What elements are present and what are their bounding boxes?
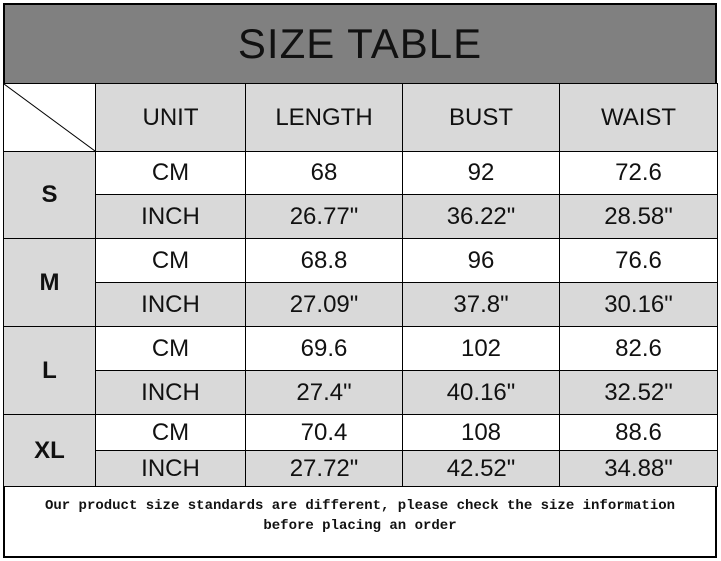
table-title: SIZE TABLE bbox=[3, 3, 717, 83]
size-label: S bbox=[3, 151, 96, 239]
header-bust: BUST bbox=[402, 83, 560, 152]
cell-unit: CM bbox=[95, 151, 246, 195]
cell-waist: 30.16" bbox=[559, 282, 718, 327]
cell-length: 26.77" bbox=[245, 194, 403, 239]
cell-waist: 72.6 bbox=[559, 151, 718, 195]
cell-length: 27.4" bbox=[245, 370, 403, 415]
cell-bust: 108 bbox=[402, 414, 560, 451]
cell-unit: CM bbox=[95, 238, 246, 283]
size-label: XL bbox=[3, 414, 96, 487]
cell-bust: 42.52" bbox=[402, 450, 560, 487]
header-waist: WAIST bbox=[559, 83, 718, 152]
cell-length: 68.8 bbox=[245, 238, 403, 283]
size-grid: UNIT LENGTH BUST WAIST S CM 68 92 72.6 INCH 26… bbox=[3, 83, 718, 487]
cell-bust: 92 bbox=[402, 151, 560, 195]
cell-waist: 34.88" bbox=[559, 450, 718, 487]
note-line-1: Our product size standards are different… bbox=[44, 498, 676, 514]
cell-unit: CM bbox=[95, 414, 246, 451]
cell-bust: 40.16" bbox=[402, 370, 560, 415]
size-note: Our product size standards are different… bbox=[3, 487, 717, 558]
cell-length: 27.72" bbox=[245, 450, 403, 487]
cell-waist: 28.58" bbox=[559, 194, 718, 239]
cell-length: 69.6 bbox=[245, 326, 403, 371]
cell-waist: 82.6 bbox=[559, 326, 718, 371]
header-row: UNIT LENGTH BUST WAIST bbox=[3, 83, 718, 152]
cell-length: 27.09" bbox=[245, 282, 403, 327]
diagonal-line bbox=[4, 84, 95, 151]
table-row: INCH 27.09" 37.8" 30.16" bbox=[4, 282, 718, 327]
cell-waist: 88.6 bbox=[559, 414, 718, 451]
size-label: L bbox=[3, 326, 96, 415]
size-table: SIZE TABLE UNIT LENGTH BUST WAIST S CM 68 9… bbox=[3, 3, 718, 558]
cell-waist: 32.52" bbox=[559, 370, 718, 415]
cell-bust: 96 bbox=[402, 238, 560, 283]
cell-unit: INCH bbox=[95, 194, 246, 239]
cell-unit: CM bbox=[95, 326, 246, 371]
cell-length: 70.4 bbox=[245, 414, 403, 451]
header-unit: UNIT bbox=[95, 83, 246, 152]
table-row: INCH 26.77" 36.22" 28.58" bbox=[4, 194, 718, 239]
cell-length: 68 bbox=[245, 151, 403, 195]
table-row: S CM 68 92 72.6 bbox=[3, 151, 718, 239]
table-row: M CM 68.8 96 76.6 bbox=[3, 238, 718, 327]
corner-cell bbox=[3, 83, 96, 152]
table-row: INCH 27.4" 40.16" 32.52" bbox=[4, 370, 718, 415]
cell-unit: INCH bbox=[95, 450, 246, 487]
cell-unit: INCH bbox=[95, 370, 246, 415]
cell-bust: 37.8" bbox=[402, 282, 560, 327]
note-line-2: before placing an order bbox=[263, 518, 457, 534]
table-row: L CM 69.6 102 82.6 bbox=[3, 326, 718, 415]
size-label: M bbox=[3, 238, 96, 327]
cell-unit: INCH bbox=[95, 282, 246, 327]
cell-bust: 102 bbox=[402, 326, 560, 371]
table-row: INCH 27.72" 42.52" 34.88" bbox=[4, 450, 718, 487]
cell-waist: 76.6 bbox=[559, 238, 718, 283]
table-row: XL CM 70.4 108 88.6 bbox=[3, 414, 718, 487]
cell-bust: 36.22" bbox=[402, 194, 560, 239]
header-length: LENGTH bbox=[245, 83, 403, 152]
